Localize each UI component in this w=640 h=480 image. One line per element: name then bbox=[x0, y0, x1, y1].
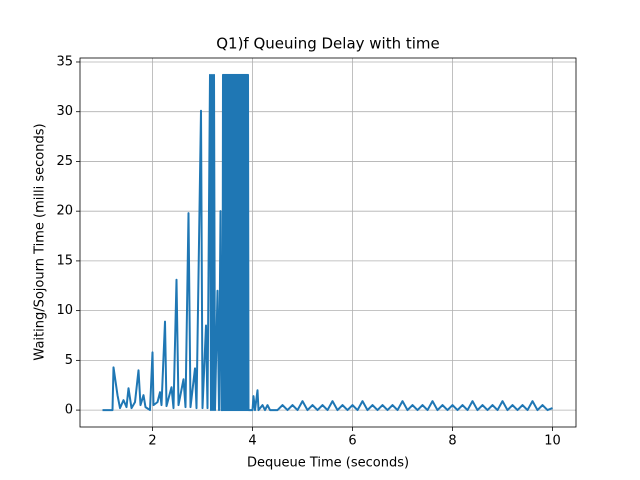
x-tick-label: 10 bbox=[544, 434, 561, 449]
chart-title: Q1)f Queuing Delay with time bbox=[216, 35, 440, 53]
y-tick-label: 10 bbox=[56, 303, 73, 318]
y-tick-label: 5 bbox=[65, 353, 73, 368]
x-axis-label: Dequeue Time (seconds) bbox=[247, 456, 409, 471]
y-tick-label: 0 bbox=[65, 403, 73, 418]
x-tick-label: 2 bbox=[148, 434, 156, 449]
y-tick-label: 20 bbox=[56, 204, 73, 219]
x-tick-label: 6 bbox=[348, 434, 356, 449]
x-tick-label: 8 bbox=[448, 434, 456, 449]
y-axis-label: Waiting/Sojourn Time (milli seconds) bbox=[33, 123, 48, 360]
data-line bbox=[102, 73, 553, 412]
y-tick-label: 15 bbox=[56, 253, 73, 268]
y-tick-label: 30 bbox=[56, 104, 73, 119]
plot-frame bbox=[79, 57, 577, 428]
y-tick-label: 35 bbox=[56, 54, 73, 69]
y-tick-label: 25 bbox=[56, 154, 73, 169]
x-tick-label: 4 bbox=[248, 434, 256, 449]
